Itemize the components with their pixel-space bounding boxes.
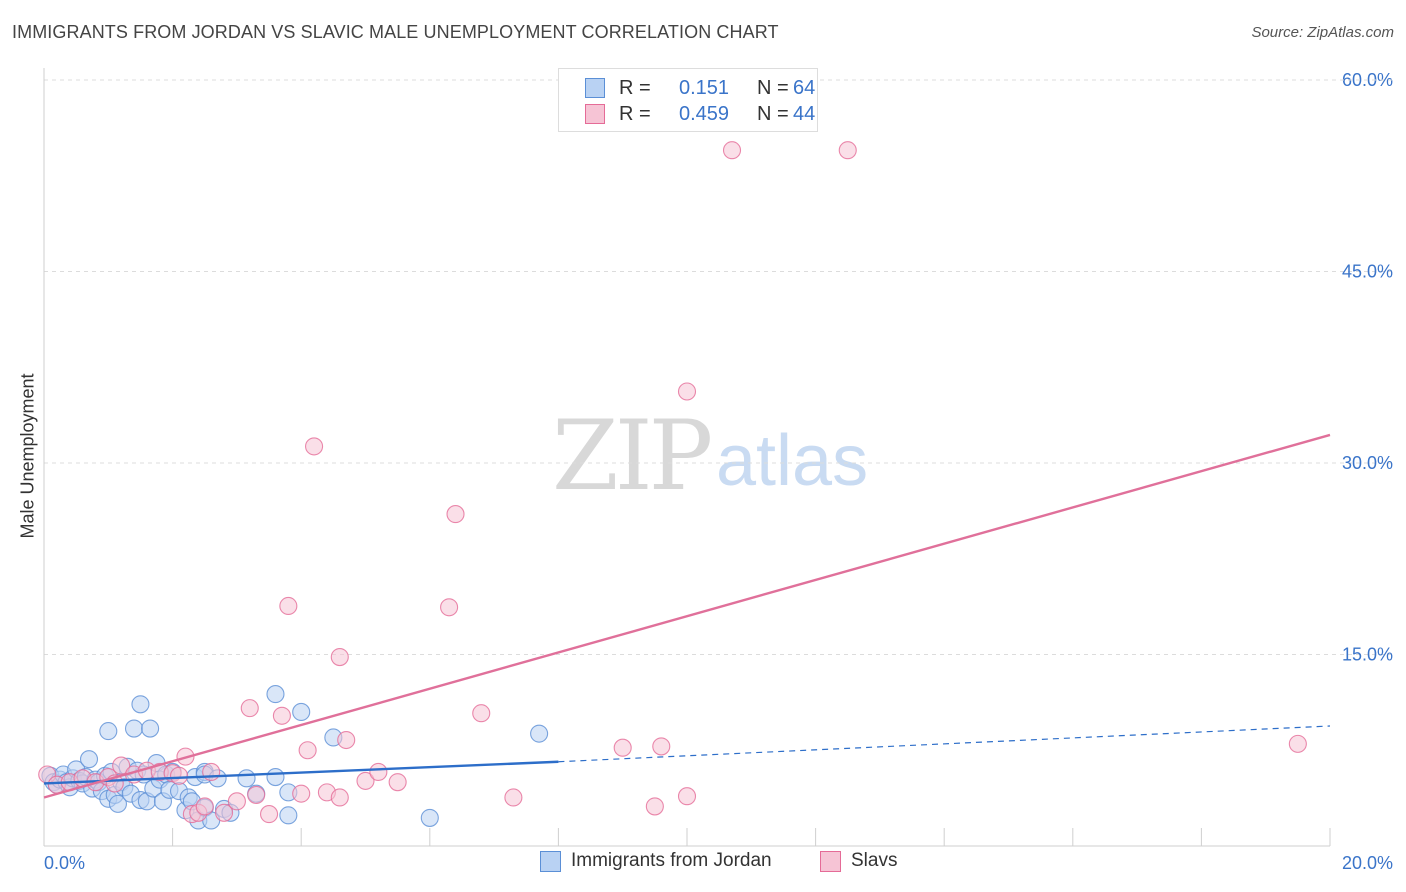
legend-r-label: R = bbox=[619, 76, 651, 99]
y-tick-label: 15.0% bbox=[1342, 645, 1393, 665]
data-point-jordan bbox=[420, 808, 439, 827]
legend-r-label: R = bbox=[619, 102, 651, 125]
data-point-slavs bbox=[645, 797, 664, 816]
data-point-slavs bbox=[202, 762, 221, 782]
x-tick-label: 20.0% bbox=[1342, 853, 1393, 873]
legend-swatch-slavs bbox=[585, 104, 605, 124]
legend-item-jordan[interactable]: Immigrants from Jordan bbox=[540, 850, 772, 872]
data-point-slavs bbox=[652, 737, 671, 756]
data-point-jordan bbox=[530, 724, 549, 743]
data-point-slavs bbox=[1288, 734, 1307, 753]
watermark-zip: ZIP bbox=[552, 400, 713, 512]
data-point-slavs bbox=[677, 787, 697, 806]
legend-r-value: 0.459 bbox=[679, 102, 730, 125]
legend-n-label: N = bbox=[757, 76, 789, 99]
legend-item-slavs[interactable]: Slavs bbox=[820, 850, 897, 872]
data-point-slavs bbox=[369, 762, 388, 782]
legend-n-label: N = bbox=[757, 102, 789, 125]
data-point-jordan bbox=[141, 719, 160, 738]
data-point-slavs bbox=[504, 788, 523, 807]
data-point-jordan bbox=[266, 768, 285, 787]
data-point-slavs bbox=[838, 141, 857, 160]
data-point-jordan bbox=[108, 794, 127, 813]
legend-r-value: 0.151 bbox=[679, 76, 730, 99]
data-point-slavs bbox=[169, 766, 189, 785]
legend-n-value: 44 bbox=[793, 102, 816, 125]
data-point-jordan bbox=[266, 685, 285, 704]
data-point-slavs bbox=[279, 596, 298, 616]
y-tick-label: 45.0% bbox=[1342, 262, 1393, 282]
data-point-jordan bbox=[124, 719, 144, 738]
data-point-slavs bbox=[356, 771, 375, 790]
watermark-atlas: atlas bbox=[716, 421, 869, 501]
data-point-slavs bbox=[722, 141, 742, 160]
data-point-slavs bbox=[305, 437, 324, 456]
data-point-slavs bbox=[446, 505, 465, 524]
data-point-slavs bbox=[613, 738, 632, 757]
legend-n-value: 64 bbox=[793, 76, 816, 99]
data-point-slavs bbox=[440, 598, 459, 617]
data-point-jordan bbox=[79, 750, 99, 769]
data-point-jordan bbox=[237, 769, 256, 788]
trend-line-slavs bbox=[43, 433, 1331, 799]
data-point-slavs bbox=[272, 706, 291, 725]
data-point-slavs bbox=[240, 699, 259, 718]
legend-label-slavs: Slavs bbox=[851, 850, 898, 871]
data-point-jordan bbox=[131, 695, 150, 714]
legend-swatch-jordan bbox=[540, 850, 561, 872]
data-point-slavs bbox=[195, 797, 214, 816]
data-point-slavs bbox=[337, 730, 356, 750]
x-tick-label: 0.0% bbox=[44, 853, 85, 873]
y-tick-label: 30.0% bbox=[1342, 453, 1393, 473]
trend-line-jordan bbox=[43, 760, 559, 785]
data-point-slavs bbox=[330, 648, 349, 667]
data-point-slavs bbox=[298, 741, 317, 760]
legend-swatch-jordan bbox=[585, 78, 605, 98]
data-point-slavs bbox=[227, 792, 246, 811]
data-point-jordan bbox=[292, 702, 311, 722]
data-point-slavs bbox=[259, 805, 279, 824]
legend-label-jordan: Immigrants from Jordan bbox=[571, 850, 772, 871]
chart-title: IMMIGRANTS FROM JORDAN VS SLAVIC MALE UN… bbox=[12, 22, 779, 42]
data-point-slavs bbox=[330, 788, 349, 807]
data-point-jordan bbox=[279, 806, 298, 825]
data-point-slavs bbox=[388, 773, 407, 792]
data-point-slavs bbox=[677, 382, 697, 401]
data-point-slavs bbox=[214, 803, 234, 822]
trend-line-extension-jordan bbox=[558, 725, 1331, 763]
data-point-slavs bbox=[247, 785, 266, 804]
source-label: Source: ZipAtlas.com bbox=[1251, 24, 1394, 41]
data-point-slavs bbox=[112, 756, 131, 775]
data-point-jordan bbox=[99, 722, 118, 741]
legend-swatch-slavs bbox=[820, 850, 841, 872]
data-point-slavs bbox=[292, 784, 311, 803]
data-point-slavs bbox=[472, 704, 491, 723]
correlation-legend: R = 0.151 N = 64 R = 0.459 N = 44 bbox=[558, 68, 818, 132]
